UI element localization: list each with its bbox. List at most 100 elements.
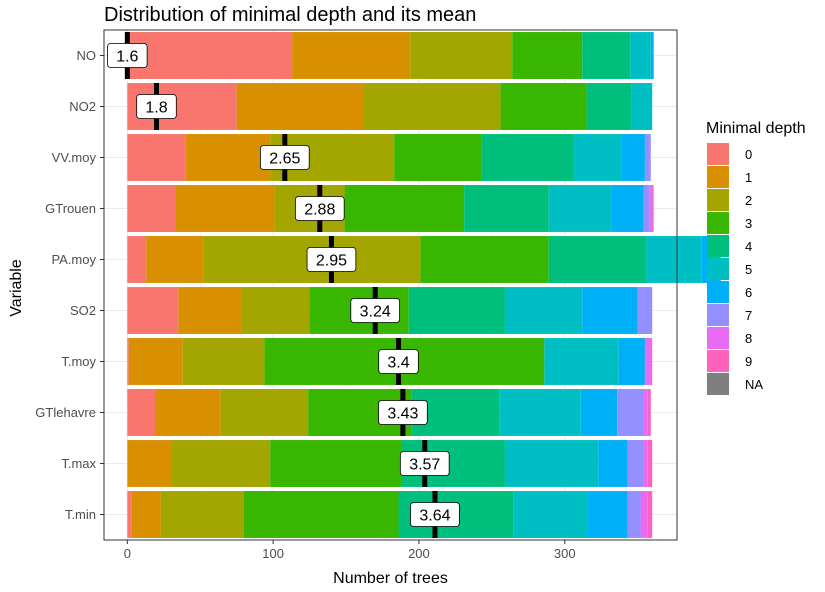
bar-segment-GTrouen-depth-8 (649, 185, 654, 232)
bar-segment-GTrouen-depth-6 (611, 185, 644, 232)
legend-key-7 (707, 304, 729, 326)
mean-label-NO: 1.6 (116, 49, 138, 66)
mean-label-SO2: 3.24 (360, 304, 391, 321)
bar-segment-SO2-depth-4 (408, 287, 505, 334)
bar-segment-SO2-depth-0 (127, 287, 179, 334)
bar-segment-T.min-depth-5 (513, 491, 589, 538)
bar-segment-GTlehavre-depth-0 (127, 389, 156, 436)
mean-label-T.min: 3.64 (419, 508, 450, 525)
legend-key-2 (707, 189, 729, 211)
legend-label-1: 1 (745, 170, 752, 185)
mean-label-box-PA.moy (306, 247, 357, 272)
y-tick-label-GTrouen: GTrouen (45, 201, 96, 216)
x-tick-label-100: 100 (262, 546, 284, 561)
legend-key-4 (707, 235, 729, 257)
plot-panel: 1.6 1.8 2.65 2.88 2.95 3.24 3.4 3.43 3.57 3.64 NO N… (35, 29, 721, 561)
legend-key-8 (707, 327, 729, 349)
bar-segment-NO2-depth-1 (236, 83, 364, 130)
legend-label-0: 0 (745, 147, 752, 162)
bar-segment-PA.moy-depth-3 (420, 236, 549, 283)
bar-segment-GTlehavre-depth-6 (580, 389, 618, 436)
bar-segment-NO-depth-4 (582, 32, 631, 79)
bar-segment-T.min-depth-8 (640, 491, 648, 538)
legend-key-5 (707, 258, 729, 280)
x-tick-label-0: 0 (124, 546, 131, 561)
bar-segment-GTrouen-depth-4 (464, 185, 549, 232)
bar-segment-T.max-depth-7 (627, 440, 644, 487)
bar-segment-VV.moy-depth-7 (644, 134, 651, 181)
bar-segment-GTlehavre-depth-2 (220, 389, 309, 436)
legend-key-9 (707, 350, 729, 372)
y-tick-label-NO: NO (77, 48, 97, 63)
mean-label-box-GTrouen (294, 196, 345, 221)
bar-segment-T.max-depth-1 (127, 440, 172, 487)
y-tick-label-NO2: NO2 (69, 99, 96, 114)
legend-key-0 (707, 143, 729, 165)
bar-segment-VV.moy-depth-0 (127, 134, 186, 181)
mean-label-GTrouen: 2.88 (304, 202, 335, 219)
x-tick-label-200: 200 (408, 546, 430, 561)
x-tick-label-300: 300 (554, 546, 576, 561)
bar-segment-T.max-depth-2 (171, 440, 271, 487)
y-tick-label-T.moy: T.moy (61, 354, 96, 369)
bar-segment-SO2-depth-7 (637, 287, 653, 334)
bar-segment-NO-depth-0 (127, 32, 293, 79)
bar-segment-T.moy-depth-1 (128, 338, 183, 385)
y-tick-label-GTlehavre: GTlehavre (35, 405, 96, 420)
bar-segment-VV.moy-depth-4 (481, 134, 574, 181)
legend-label-9: 9 (745, 354, 752, 369)
y-tick-label-SO2: SO2 (70, 303, 96, 318)
bar-segment-VV.moy-depth-1 (185, 134, 271, 181)
mean-label-box-T.min (410, 502, 460, 527)
bar-segment-PA.moy-depth-0 (127, 236, 147, 283)
legend-label-8: 8 (745, 331, 752, 346)
mean-label-NO2: 1.8 (145, 100, 167, 117)
bar-segment-GTlehavre-depth-9 (647, 389, 651, 436)
legend-key-NA (707, 373, 729, 395)
bar-segment-SO2-depth-2 (241, 287, 310, 334)
mean-label-box-T.moy (378, 349, 419, 374)
bar-segment-GTlehavre-depth-1 (155, 389, 221, 436)
legend-label-4: 4 (745, 239, 752, 254)
bar-segment-NO2-depth-4 (586, 83, 632, 130)
bar-segment-VV.moy-depth-5 (573, 134, 622, 181)
bar-segment-PA.moy-depth-5 (646, 236, 702, 283)
legend-label-3: 3 (745, 216, 752, 231)
bar-segment-NO-depth-1 (292, 32, 411, 79)
bar-segment-T.min-depth-7 (627, 491, 641, 538)
bar-segment-SO2-depth-6 (582, 287, 638, 334)
bar-segment-GTlehavre-depth-8 (643, 389, 648, 436)
bar-segment-GTrouen-depth-7 (643, 185, 650, 232)
mean-label-box-T.max (399, 451, 450, 476)
y-tick-label-VV.moy: VV.moy (52, 150, 97, 165)
bar-segment-T.min-depth-9 (647, 491, 653, 538)
mean-label-box-GTlehavre (378, 400, 428, 425)
bar-segment-GTlehavre-depth-5 (499, 389, 581, 436)
bar-segment-SO2-depth-1 (178, 287, 242, 334)
bar-segment-T.min-depth-6 (588, 491, 628, 538)
chart-title: Distribution of minimal depth and its me… (104, 4, 476, 26)
mean-label-T.moy: 3.4 (387, 355, 409, 372)
bar-segment-T.max-depth-5 (504, 440, 599, 487)
bar-segment-GTrouen-depth-1 (175, 185, 275, 232)
bar-segment-T.moy-depth-8 (644, 338, 653, 385)
bar-segment-NO-depth-5 (630, 32, 651, 79)
bar-segment-GTrouen-depth-3 (344, 185, 465, 232)
bar-segment-NO2-depth-2 (363, 83, 501, 130)
legend: Minimal depth 0 1 2 3 4 5 6 7 8 9 NA (706, 120, 806, 395)
mean-label-PA.moy: 2.95 (316, 253, 347, 270)
legend-label-5: 5 (745, 262, 752, 277)
mean-label-GTlehavre: 3.43 (387, 406, 418, 423)
bar-segment-NO-depth-6 (650, 32, 654, 79)
bar-segment-T.min-depth-2 (160, 491, 244, 538)
bar-segment-GTrouen-depth-5 (548, 185, 612, 232)
bar-segment-PA.moy-depth-4 (548, 236, 647, 283)
bar-segment-VV.moy-depth-6 (621, 134, 645, 181)
bar-segment-NO2-depth-3 (500, 83, 587, 130)
bar-segment-NO2-depth-5 (631, 83, 653, 130)
bar-segment-NO-depth-2 (410, 32, 513, 79)
bar-segment-T.moy-depth-5 (544, 338, 619, 385)
legend-label-6: 6 (745, 285, 752, 300)
